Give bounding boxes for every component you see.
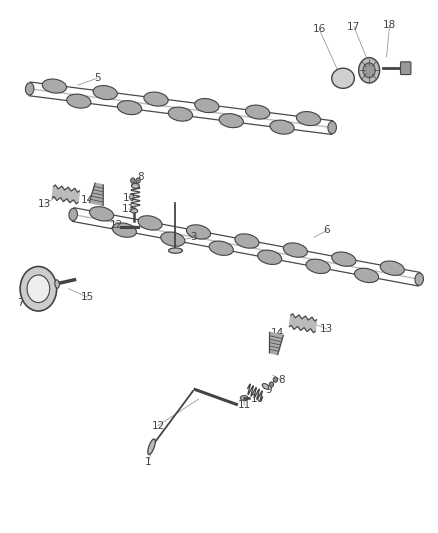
- Ellipse shape: [297, 111, 321, 126]
- Ellipse shape: [246, 105, 270, 119]
- Text: 3: 3: [191, 232, 197, 243]
- Circle shape: [27, 275, 49, 303]
- Circle shape: [273, 377, 278, 382]
- Ellipse shape: [258, 250, 282, 264]
- Text: 6: 6: [324, 225, 330, 236]
- Ellipse shape: [270, 120, 294, 134]
- Ellipse shape: [131, 183, 139, 188]
- Ellipse shape: [262, 384, 269, 389]
- Circle shape: [131, 178, 135, 183]
- Text: 10: 10: [251, 394, 264, 404]
- Ellipse shape: [209, 241, 233, 255]
- Ellipse shape: [415, 273, 424, 285]
- Circle shape: [20, 266, 57, 311]
- Text: 16: 16: [312, 24, 326, 34]
- Text: 17: 17: [347, 22, 360, 32]
- Text: 11: 11: [238, 400, 251, 410]
- Ellipse shape: [235, 234, 259, 248]
- Text: 12: 12: [110, 220, 124, 230]
- Ellipse shape: [93, 85, 117, 100]
- Ellipse shape: [112, 223, 137, 237]
- Text: 7: 7: [17, 297, 24, 308]
- Ellipse shape: [144, 92, 168, 106]
- Ellipse shape: [332, 252, 356, 266]
- Ellipse shape: [42, 79, 67, 93]
- Ellipse shape: [148, 439, 155, 455]
- Ellipse shape: [131, 209, 138, 213]
- Ellipse shape: [328, 122, 336, 134]
- Text: 9: 9: [266, 384, 272, 394]
- Ellipse shape: [138, 216, 162, 230]
- Ellipse shape: [161, 232, 185, 246]
- Text: 8: 8: [138, 172, 144, 182]
- Ellipse shape: [283, 243, 307, 257]
- Ellipse shape: [25, 83, 34, 95]
- Text: 9: 9: [131, 182, 137, 192]
- Ellipse shape: [169, 248, 183, 253]
- Polygon shape: [269, 333, 283, 354]
- Polygon shape: [89, 183, 103, 205]
- FancyBboxPatch shape: [400, 62, 411, 75]
- Ellipse shape: [89, 207, 114, 221]
- Text: 13: 13: [38, 199, 52, 209]
- Ellipse shape: [117, 101, 142, 115]
- Ellipse shape: [195, 99, 219, 112]
- Circle shape: [359, 58, 380, 83]
- Circle shape: [269, 382, 274, 387]
- Ellipse shape: [168, 107, 193, 121]
- Ellipse shape: [354, 268, 378, 282]
- Ellipse shape: [306, 259, 330, 273]
- Ellipse shape: [69, 208, 78, 221]
- Circle shape: [363, 63, 375, 78]
- Ellipse shape: [332, 68, 354, 88]
- Text: 5: 5: [94, 73, 100, 83]
- Ellipse shape: [219, 114, 244, 128]
- Text: 18: 18: [383, 20, 396, 30]
- Ellipse shape: [67, 94, 91, 108]
- Text: 10: 10: [122, 192, 135, 203]
- Ellipse shape: [240, 395, 248, 400]
- Text: 15: 15: [81, 292, 94, 302]
- Text: 13: 13: [320, 324, 334, 334]
- Ellipse shape: [380, 261, 404, 276]
- Text: 14: 14: [271, 328, 284, 338]
- Text: 14: 14: [81, 195, 94, 205]
- Circle shape: [136, 178, 140, 183]
- Polygon shape: [290, 314, 317, 333]
- Ellipse shape: [55, 280, 59, 288]
- Text: 1: 1: [145, 457, 152, 466]
- Ellipse shape: [187, 225, 211, 239]
- Polygon shape: [52, 185, 79, 204]
- Text: 12: 12: [152, 421, 165, 431]
- Text: 8: 8: [279, 375, 285, 385]
- Text: 11: 11: [122, 204, 135, 214]
